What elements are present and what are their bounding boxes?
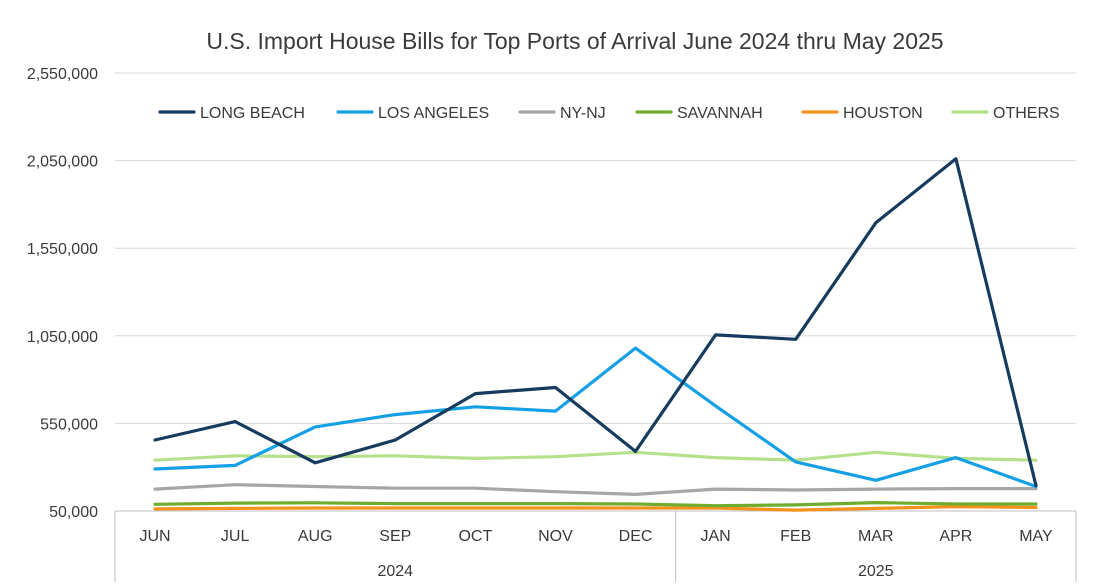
- series-line-others: [153, 450, 1038, 462]
- chart-title: U.S. Import House Bills for Top Ports of…: [206, 28, 943, 54]
- legend-label: SAVANNAH: [677, 105, 763, 122]
- series-line-savannah: [153, 501, 1038, 508]
- y-axis: 50,000 550,000 1,050,000 1,550,000 2,050,000…: [27, 66, 98, 521]
- x-tick-label: NOV: [538, 528, 573, 545]
- legend-label: OTHERS: [993, 105, 1060, 122]
- y-tick-label: 50,000: [49, 504, 98, 521]
- x-tick-label: AUG: [298, 528, 333, 545]
- y-tick-label: 2,050,000: [27, 154, 98, 171]
- x-tick-label: SEP: [379, 528, 411, 545]
- legend-item-los-angeles: LOS ANGELES: [336, 105, 489, 122]
- series-lines: [153, 157, 1038, 512]
- x-tick-label: JUL: [221, 528, 250, 545]
- series-line-ny-nj: [153, 483, 1038, 496]
- legend-item-houston: HOUSTON: [801, 105, 923, 122]
- y-tick-label: 1,550,000: [27, 241, 98, 258]
- legend: LONG BEACH LOS ANGELES NY-NJ SAVANNAH HOUSTO…: [158, 105, 1060, 122]
- x-tick-label: OCT: [458, 528, 492, 545]
- legend-item-others: OTHERS: [951, 105, 1060, 122]
- legend-label: LOS ANGELES: [378, 105, 489, 122]
- series-line-los-angeles: [153, 346, 1038, 489]
- x-tick-label: JAN: [701, 528, 731, 545]
- x-tick-label: FEB: [780, 528, 811, 545]
- series-line-long-beach: [153, 157, 1038, 488]
- x-tick-label: APR: [939, 528, 972, 545]
- legend-label: HOUSTON: [843, 105, 923, 122]
- legend-item-savannah: SAVANNAH: [635, 105, 763, 122]
- series-line-houston: [153, 505, 1038, 512]
- x-axis: JUN JUL AUG SEP OCT NOV DEC JAN FEB MAR APR MAY 2024…: [114, 510, 1077, 582]
- x-tick-label: JUN: [139, 528, 170, 545]
- x-tick-label: MAR: [858, 528, 894, 545]
- y-tick-label: 1,050,000: [27, 329, 98, 346]
- x-group-label: 2025: [858, 563, 894, 580]
- y-tick-label: 2,550,000: [27, 66, 98, 83]
- x-tick-label: MAY: [1019, 528, 1053, 545]
- x-tick-label: DEC: [619, 528, 653, 545]
- y-tick-label: 550,000: [40, 416, 98, 433]
- x-group-label: 2024: [377, 563, 413, 580]
- legend-item-ny-nj: NY-NJ: [518, 105, 606, 122]
- legend-label: LONG BEACH: [200, 105, 305, 122]
- legend-item-long-beach: LONG BEACH: [158, 105, 305, 122]
- legend-label: NY-NJ: [560, 105, 606, 122]
- gridlines: [115, 72, 1076, 424]
